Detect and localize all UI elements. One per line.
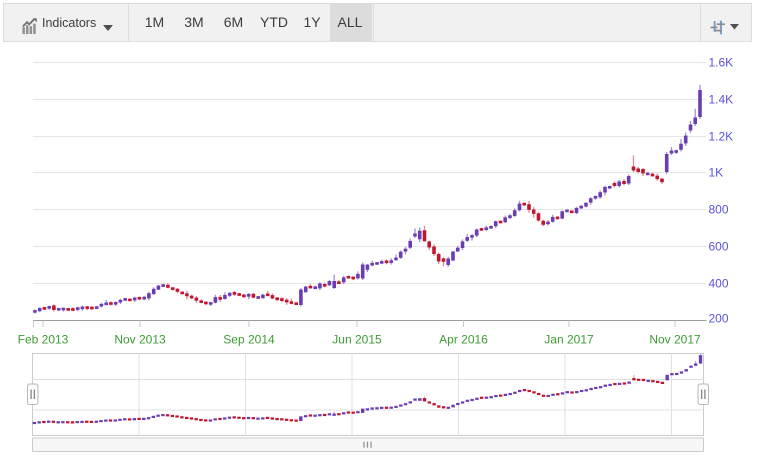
svg-text:1K: 1K — [709, 166, 724, 180]
svg-text:1.4K: 1.4K — [709, 93, 734, 107]
svg-text:Jun 2015: Jun 2015 — [332, 333, 382, 347]
svg-text:400: 400 — [709, 277, 729, 291]
svg-text:200: 200 — [709, 312, 729, 326]
svg-text:Feb 2013: Feb 2013 — [18, 333, 69, 347]
svg-text:1.6K: 1.6K — [709, 56, 734, 70]
svg-text:1.2K: 1.2K — [709, 130, 734, 144]
svg-text:Apr 2016: Apr 2016 — [439, 333, 488, 347]
svg-text:Sep 2014: Sep 2014 — [223, 333, 275, 347]
svg-text:Nov 2013: Nov 2013 — [114, 333, 166, 347]
svg-text:600: 600 — [709, 240, 729, 254]
svg-text:800: 800 — [709, 203, 729, 217]
svg-text:Jan 2017: Jan 2017 — [544, 333, 594, 347]
svg-text:Nov 2017: Nov 2017 — [649, 333, 701, 347]
